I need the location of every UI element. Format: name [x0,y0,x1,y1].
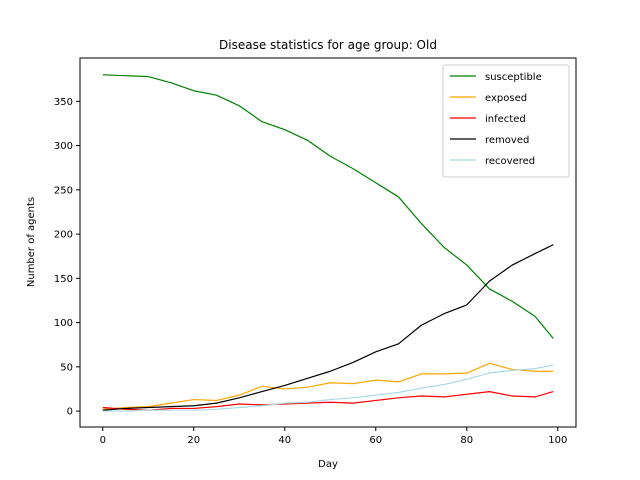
legend-label-infected: infected [485,114,526,125]
legend-label-exposed: exposed [485,93,527,104]
legend-label-recovered: recovered [485,156,535,167]
y-axis-label: Number of agents [26,197,37,287]
x-tick-label: 0 [100,435,106,446]
legend-label-removed: removed [485,135,529,146]
legend-box [442,64,570,178]
series-line-infected [102,391,554,411]
series-line-susceptible [102,74,554,339]
y-tick-label: 300 [54,141,73,152]
y-tick-label: 350 [54,97,73,108]
y-tick-label: 200 [54,230,73,241]
x-tick-label: 60 [369,435,382,446]
x-tick-label: 80 [460,435,473,446]
chart-title: Disease statistics for age group: Old [219,38,437,52]
series-line-recovered [102,364,554,412]
y-tick-label: 150 [54,274,73,285]
legend: susceptible exposed infected removed recover… [442,64,570,178]
y-tick-label: 100 [54,318,73,329]
y-tick-label: 0 [67,407,73,418]
x-tick-label: 100 [548,435,567,446]
x-tick-label: 20 [187,435,200,446]
series-line-exposed [102,362,554,410]
axes-frame [79,57,577,428]
y-tick-label: 50 [60,362,73,373]
y-tick-label: 250 [54,185,73,196]
plot-area [102,74,554,412]
legend-label-susceptible: susceptible [485,72,542,83]
ticks: 0 20 40 60 80 100 0 50 100 150 200 250 300 350 [54,97,567,446]
x-axis-label: Day [318,459,338,470]
x-tick-label: 40 [278,435,291,446]
series-line-removed [102,244,554,411]
